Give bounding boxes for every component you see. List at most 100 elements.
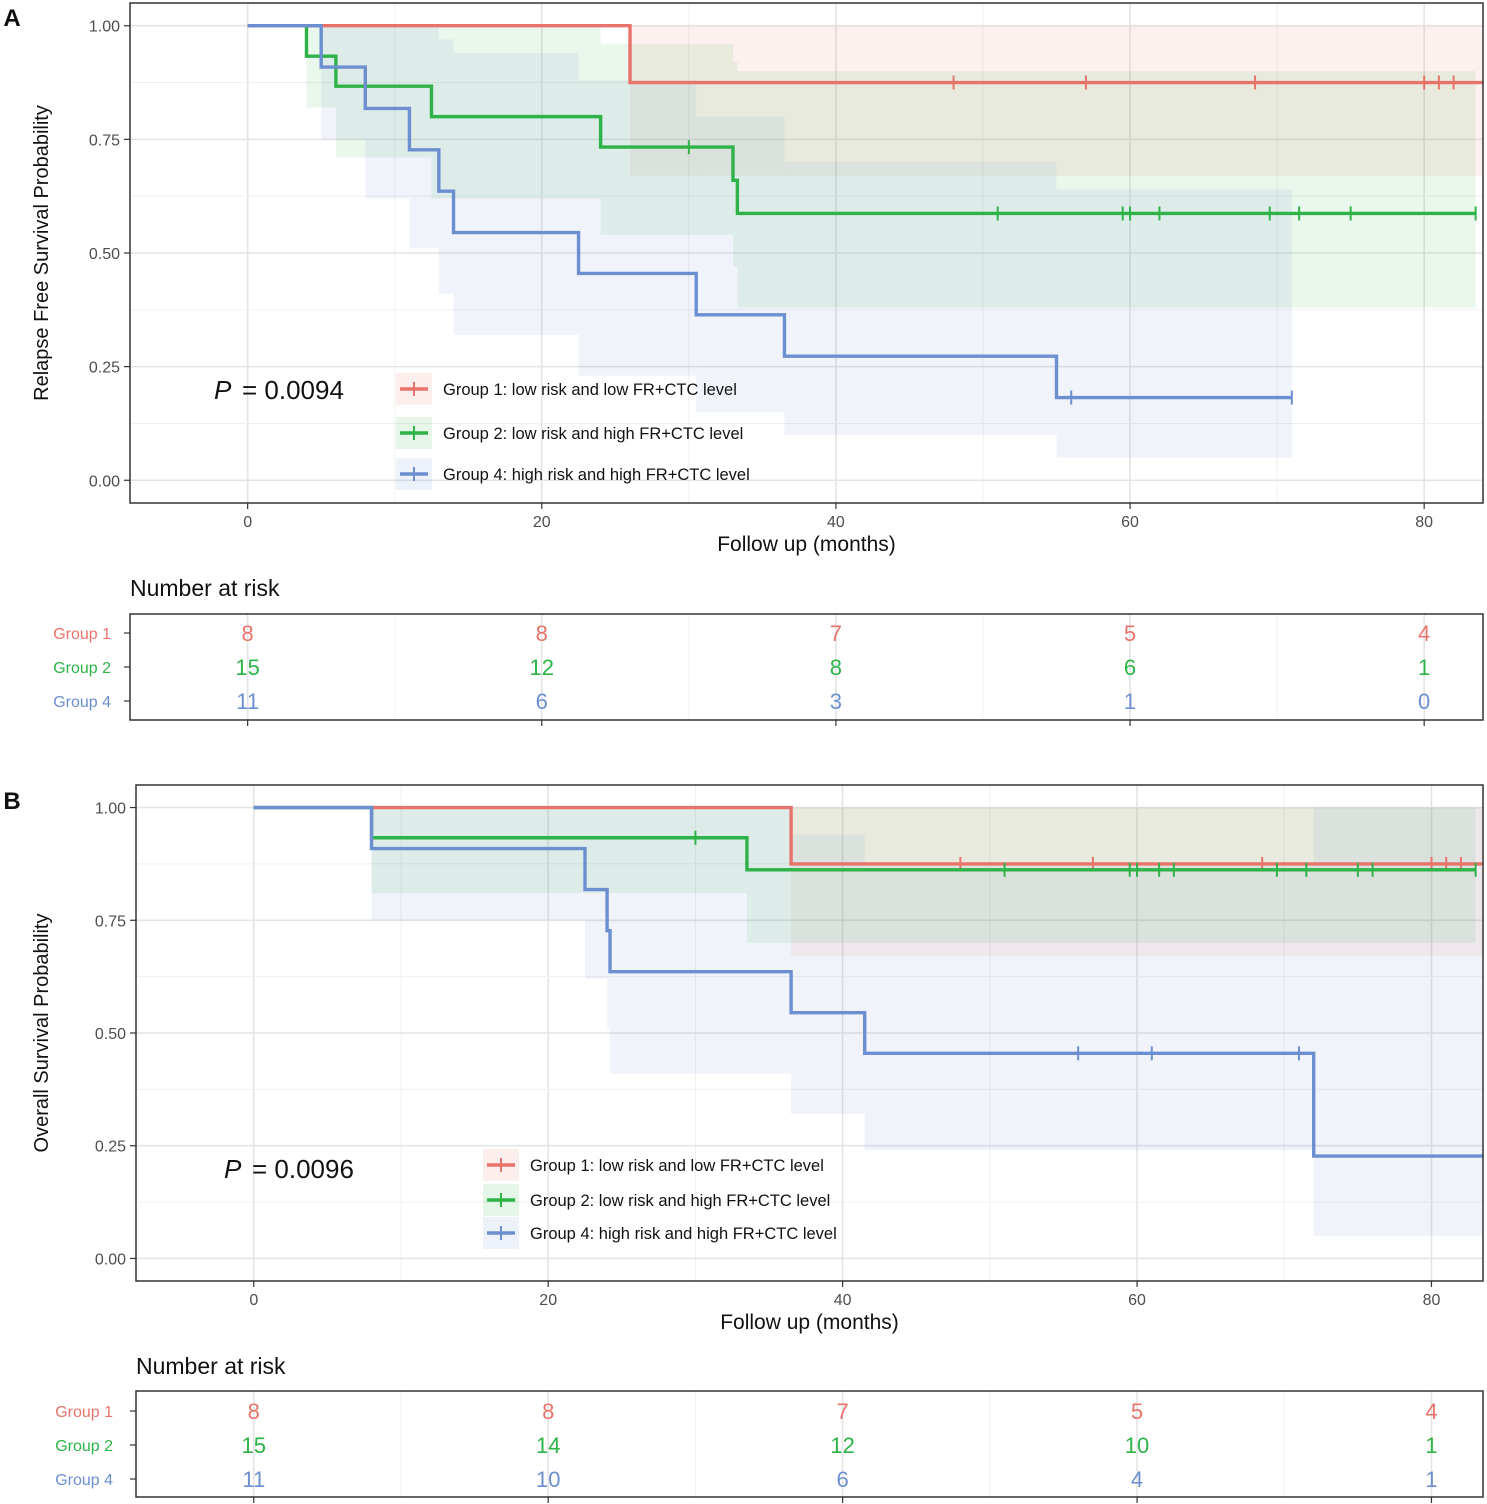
risk-count: 1 bbox=[1418, 655, 1430, 680]
risk-count: 7 bbox=[836, 1399, 848, 1424]
risk-count: 8 bbox=[536, 621, 548, 646]
risk-count: 1 bbox=[1425, 1433, 1437, 1458]
risk-count: 1 bbox=[1124, 689, 1136, 714]
risk-count: 8 bbox=[830, 655, 842, 680]
x-tick-label: 80 bbox=[1415, 514, 1433, 531]
ci-band-group-4 bbox=[696, 116, 785, 413]
ci-band-group-4 bbox=[1056, 189, 1292, 458]
x-tick-label: 20 bbox=[533, 514, 551, 531]
x-tick-label: 40 bbox=[827, 514, 845, 531]
risk-count: 12 bbox=[530, 655, 554, 680]
risk-count: 8 bbox=[242, 621, 254, 646]
risk-count: 11 bbox=[242, 1467, 265, 1492]
risk-count: 6 bbox=[836, 1467, 848, 1492]
risk-row-label: Group 4 bbox=[53, 694, 111, 711]
risk-count: 4 bbox=[1131, 1467, 1143, 1492]
legend-entry-group-4: Group 4: high risk and high FR+CTC level bbox=[530, 1225, 837, 1243]
survival-curve-group-1 bbox=[247, 24, 1483, 85]
p-value: = 0.0096 bbox=[252, 1154, 354, 1184]
survival-curve-group-4 bbox=[247, 24, 1292, 400]
risk-row-label: Group 4 bbox=[55, 1472, 113, 1489]
ci-band-group-1 bbox=[630, 25, 1483, 176]
risk-count: 8 bbox=[248, 1399, 260, 1424]
ci-band-group-4 bbox=[409, 25, 439, 249]
ci-band-group-4 bbox=[791, 834, 865, 1115]
p-value-label: P bbox=[224, 1154, 242, 1184]
legend: Group 1: low risk and low FR+CTC level Gr… bbox=[396, 373, 750, 490]
risk-count: 6 bbox=[536, 689, 548, 714]
y-axis-title: Overall Survival Probability bbox=[31, 914, 53, 1153]
x-axis-title: Follow up (months) bbox=[720, 1311, 899, 1334]
risk-row-label: Group 1 bbox=[55, 1404, 113, 1421]
risk-count: 11 bbox=[236, 689, 259, 714]
y-tick-label: 0.50 bbox=[95, 1026, 126, 1043]
risk-table-border bbox=[135, 1390, 1484, 1498]
y-tick-label: 1.00 bbox=[89, 19, 120, 36]
risk-count: 12 bbox=[830, 1433, 854, 1458]
risk-count: 1 bbox=[1425, 1467, 1437, 1492]
risk-count: 4 bbox=[1418, 621, 1430, 646]
risk-table-border bbox=[129, 613, 1484, 721]
y-axis-title: Relapse Free Survival Probability bbox=[31, 105, 53, 401]
ci-band-group-1 bbox=[791, 807, 1483, 957]
survival-curve-group-2 bbox=[247, 24, 1476, 216]
risk-row-label: Group 2 bbox=[53, 660, 111, 677]
risk-count: 3 bbox=[830, 689, 842, 714]
risk-row-label: Group 1 bbox=[53, 626, 111, 643]
x-tick-label: 20 bbox=[539, 1292, 557, 1309]
y-tick-label: 0.25 bbox=[89, 360, 120, 377]
ci-band-group-4 bbox=[438, 39, 454, 294]
legend-entry-group-1: Group 1: low risk and low FR+CTC level bbox=[443, 381, 737, 399]
ci-band-group-4 bbox=[371, 807, 585, 921]
panel-label: B bbox=[3, 788, 20, 815]
y-tick-label: 0.00 bbox=[89, 473, 120, 490]
x-axis-title: Follow up (months) bbox=[717, 533, 896, 556]
risk-row-label: Group 2 bbox=[55, 1438, 113, 1455]
ci-band-group-4 bbox=[365, 25, 410, 199]
y-tick-label: 0.25 bbox=[95, 1139, 126, 1156]
x-tick-label: 60 bbox=[1121, 514, 1139, 531]
risk-count: 4 bbox=[1425, 1399, 1437, 1424]
risk-table-title: Number at risk bbox=[130, 575, 280, 601]
ci-band-group-2 bbox=[600, 43, 733, 235]
gridlines bbox=[136, 785, 1483, 1281]
ci-band-group-4 bbox=[585, 807, 608, 979]
y-tick-label: 0.00 bbox=[95, 1251, 126, 1268]
y-tick-label: 1.00 bbox=[95, 801, 126, 818]
ci-band-group-4 bbox=[864, 866, 1314, 1151]
ci-band-group-2 bbox=[737, 71, 1476, 308]
risk-count: 7 bbox=[830, 621, 842, 646]
ci-band-group-2 bbox=[335, 25, 432, 158]
risk-count: 6 bbox=[1124, 655, 1136, 680]
ci-band-group-2 bbox=[371, 807, 747, 894]
x-tick-label: 60 bbox=[1128, 1292, 1146, 1309]
ci-band-group-2 bbox=[431, 25, 601, 199]
legend-entry-group-2: Group 2: low risk and high FR+CTC level bbox=[443, 425, 743, 443]
panel-b: B 0.00 0.25 0.50 0.75 1.00 0 20 40 60 80 Overall Su… bbox=[3, 784, 1484, 1503]
x-tick-label: 40 bbox=[834, 1292, 852, 1309]
legend-entry-group-1: Group 1: low risk and low FR+CTC level bbox=[530, 1157, 824, 1175]
ci-band-group-4 bbox=[610, 807, 792, 1074]
x-tick-label: 0 bbox=[249, 1292, 258, 1309]
y-tick-label: 0.50 bbox=[89, 246, 120, 263]
risk-table-title: Number at risk bbox=[136, 1353, 286, 1379]
ci-band-group-2 bbox=[732, 62, 738, 267]
x-tick-label: 80 bbox=[1423, 1292, 1441, 1309]
ci-band-group-4 bbox=[784, 162, 1057, 435]
ci-band-group-4 bbox=[1313, 807, 1483, 1236]
ci-band-group-4 bbox=[578, 80, 697, 376]
plot-area bbox=[247, 24, 1483, 458]
risk-count: 5 bbox=[1124, 621, 1136, 646]
survival-curve-group-4 bbox=[253, 805, 1483, 1158]
risk-count: 15 bbox=[242, 1433, 266, 1458]
risk-count: 5 bbox=[1131, 1399, 1143, 1424]
legend: Group 1: low risk and low FR+CTC level Gr… bbox=[483, 1149, 837, 1249]
risk-count: 14 bbox=[536, 1433, 560, 1458]
risk-count: 10 bbox=[536, 1467, 560, 1492]
y-tick-label: 0.75 bbox=[95, 913, 126, 930]
p-value: = 0.0094 bbox=[242, 375, 344, 405]
panel-label: A bbox=[3, 5, 20, 32]
